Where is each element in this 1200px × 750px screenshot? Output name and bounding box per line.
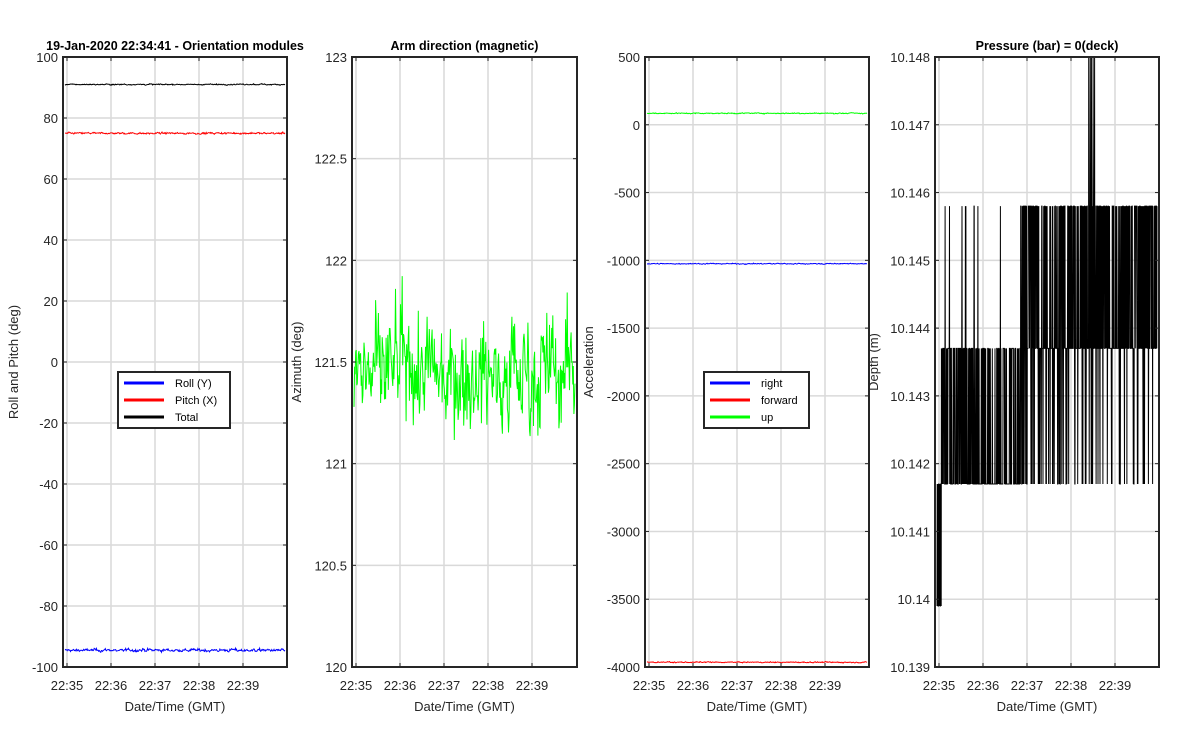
plot-area — [645, 57, 869, 667]
x-tick-label: 22:38 — [472, 678, 505, 693]
x-axis-label: Date/Time (GMT) — [125, 699, 226, 714]
y-tick-label: 0 — [51, 355, 58, 370]
chart-panel-3: -4000 -3500 -3000 -2500 -2000 -1500 -1000 -500 0… — [581, 50, 870, 714]
x-axis-label: Date/Time (GMT) — [707, 699, 808, 714]
legend-box — [703, 371, 810, 429]
y-tick-label: -2500 — [607, 457, 640, 472]
y-tick-label: 10.14 — [897, 592, 930, 607]
y-tick-label: 20 — [44, 294, 58, 309]
x-tick-label: 22:36 — [967, 678, 1000, 693]
x-tick-label: 22:37 — [139, 678, 172, 693]
legend: right forward up — [703, 371, 810, 429]
y-tick-label: 500 — [618, 50, 640, 65]
chart-panel-2: 120 120.5 121 121.5 122 122.5 123 22:35 22:36 22:… — [289, 39, 578, 714]
x-tick-label: 22:39 — [1099, 678, 1132, 693]
y-tick-label: -60 — [39, 538, 58, 553]
x-tick-label: 22:35 — [923, 678, 956, 693]
y-tick-label: 100 — [36, 50, 58, 65]
chart-title: Pressure (bar) = 0(deck) — [976, 39, 1119, 53]
x-tick-label: 22:37 — [721, 678, 754, 693]
x-tick-label: 22:38 — [183, 678, 216, 693]
y-tick-label: 122.5 — [314, 152, 347, 167]
x-axis-label: Date/Time (GMT) — [997, 699, 1098, 714]
axes-box — [934, 56, 1160, 668]
legend: Roll (Y) Pitch (X) Total — [117, 371, 231, 429]
y-tick-label: 10.142 — [890, 457, 930, 472]
y-tick-label: 40 — [44, 233, 58, 248]
x-tick-label: 22:38 — [765, 678, 798, 693]
y-tick-label: 10.147 — [890, 118, 930, 133]
legend-label: up — [761, 412, 773, 424]
y-tick-label: -4000 — [607, 660, 640, 675]
x-tick-label: 22:36 — [384, 678, 417, 693]
y-tick-label: 10.148 — [890, 50, 930, 65]
legend-label: Roll (Y) — [175, 378, 212, 390]
y-tick-label: 60 — [44, 172, 58, 187]
y-tick-label: 120 — [325, 660, 347, 675]
x-tick-label: 22:35 — [51, 678, 84, 693]
series-line-right — [646, 262, 868, 266]
y-tick-label: 10.143 — [890, 389, 930, 404]
chart-panel-1: -100 -80 -60 -40 -20 0 20 40 60 80 100 22:35 22:36 22… — [6, 39, 304, 714]
series-line-roll-y — [64, 646, 286, 654]
y-tick-label: 10.145 — [890, 253, 930, 268]
series-line-total — [64, 82, 286, 87]
x-tick-label: 22:38 — [1055, 678, 1088, 693]
x-tick-label: 22:36 — [677, 678, 710, 693]
x-tick-label: 22:39 — [516, 678, 549, 693]
chart-title: 19-Jan-2020 22:34:41 - Orientation modul… — [46, 39, 304, 53]
legend-label: Total — [175, 412, 198, 424]
y-tick-label: -1500 — [607, 321, 640, 336]
y-tick-label: 120.5 — [314, 558, 347, 573]
chart-panel-4: 10.139 10.14 10.141 10.142 10.143 10.144 10.14… — [866, 39, 1160, 714]
series-line-1 — [936, 56, 1158, 607]
x-axis-label: Date/Time (GMT) — [414, 699, 515, 714]
y-tick-label: 0 — [633, 118, 640, 133]
y-tick-label: 122 — [325, 253, 347, 268]
chart-title: Arm direction (magnetic) — [391, 39, 539, 53]
y-tick-label: 10.139 — [890, 660, 930, 675]
y-tick-label: -20 — [39, 416, 58, 431]
y-tick-label: -3000 — [607, 524, 640, 539]
y-tick-label: -1000 — [607, 253, 640, 268]
series-line-up — [646, 111, 868, 115]
y-tick-label: 10.144 — [890, 321, 930, 336]
y-tick-label: 80 — [44, 111, 58, 126]
legend-label: Pitch (X) — [175, 395, 217, 407]
y-tick-label: -80 — [39, 599, 58, 614]
y-tick-label: -3500 — [607, 592, 640, 607]
y-axis-label: Depth (m) — [866, 333, 881, 391]
y-tick-label: 123 — [325, 50, 347, 65]
y-tick-label: 121.5 — [314, 355, 347, 370]
x-tick-label: 22:39 — [227, 678, 260, 693]
x-tick-label: 22:37 — [428, 678, 461, 693]
y-axis-label: Azimuth (deg) — [289, 322, 304, 403]
x-tick-label: 22:35 — [633, 678, 666, 693]
x-tick-label: 22:36 — [95, 678, 128, 693]
y-tick-label: 121 — [325, 457, 347, 472]
y-axis-label: Acceleration — [581, 326, 596, 398]
y-axis-label: Roll and Pitch (deg) — [6, 305, 21, 419]
legend-label: forward — [761, 395, 798, 407]
y-tick-label: 10.141 — [890, 524, 930, 539]
series-line-forward — [646, 660, 868, 664]
y-tick-label: -40 — [39, 477, 58, 492]
legend-label: right — [761, 378, 782, 390]
y-tick-label: 10.146 — [890, 186, 930, 201]
series-line-pitch-x — [65, 131, 286, 136]
x-tick-label: 22:35 — [340, 678, 373, 693]
x-tick-label: 22:37 — [1011, 678, 1044, 693]
y-tick-label: -100 — [32, 660, 58, 675]
y-tick-label: -2000 — [607, 389, 640, 404]
axes-box — [644, 56, 870, 668]
x-tick-label: 22:39 — [809, 678, 842, 693]
series-line-1 — [353, 276, 576, 441]
y-tick-label: -500 — [614, 186, 640, 201]
